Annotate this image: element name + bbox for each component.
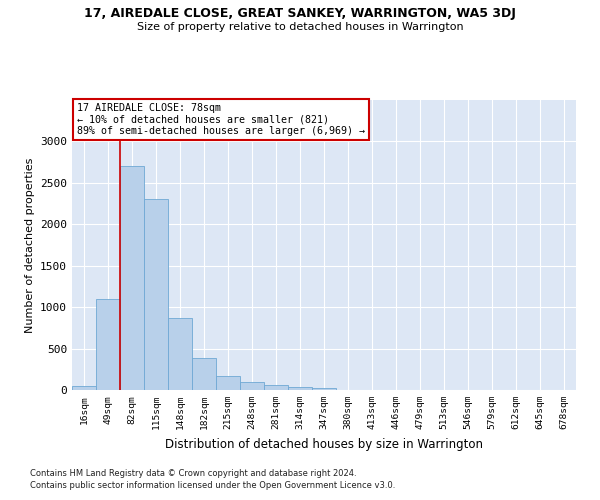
Bar (264, 384, 288, 390)
Bar (168, 318, 192, 390)
Text: 17, AIREDALE CLOSE, GREAT SANKEY, WARRINGTON, WA5 3DJ: 17, AIREDALE CLOSE, GREAT SANKEY, WARRIN… (84, 8, 516, 20)
Bar (288, 386, 312, 390)
Bar (216, 376, 240, 390)
Text: Contains HM Land Registry data © Crown copyright and database right 2024.: Contains HM Land Registry data © Crown c… (30, 468, 356, 477)
Bar (72, 386, 96, 390)
Text: Contains public sector information licensed under the Open Government Licence v3: Contains public sector information licen… (30, 481, 395, 490)
Text: Size of property relative to detached houses in Warrington: Size of property relative to detached ho… (137, 22, 463, 32)
Bar (240, 382, 264, 390)
Bar (192, 358, 216, 390)
Bar (96, 299, 120, 390)
Y-axis label: Number of detached properties: Number of detached properties (25, 158, 35, 332)
Bar (120, 166, 144, 390)
Bar (312, 388, 336, 390)
Text: 17 AIREDALE CLOSE: 78sqm
← 10% of detached houses are smaller (821)
89% of semi-: 17 AIREDALE CLOSE: 78sqm ← 10% of detach… (77, 103, 365, 136)
X-axis label: Distribution of detached houses by size in Warrington: Distribution of detached houses by size … (165, 438, 483, 450)
Bar (144, 200, 168, 390)
